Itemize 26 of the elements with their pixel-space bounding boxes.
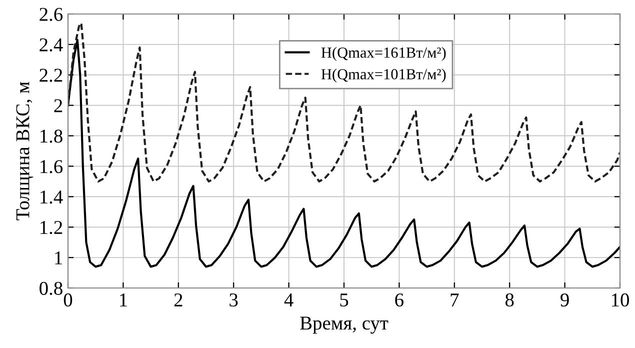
y-tick-label: 0.8: [40, 282, 62, 296]
x-tick-label: 4: [284, 294, 294, 306]
x-tick-label: 6: [395, 293, 404, 307]
x-tick-label: 9: [560, 293, 569, 307]
line-series: [68, 22, 620, 182]
x-tick-label: 10: [612, 293, 629, 307]
x-tick-label: 3: [230, 293, 238, 307]
y-tick-label: 2: [54, 99, 62, 112]
y-tick-label: 1.2: [40, 220, 62, 234]
y-tick-label: 2.6: [40, 8, 63, 22]
y-tick-label: 2.4: [40, 38, 63, 52]
legend-label: H(Qmax=101Вт/м²): [321, 68, 446, 82]
y-tick-label: 1.4: [40, 190, 63, 204]
y-axis-title: Толщина ВКС, м: [16, 82, 34, 220]
y-tick-label: 1.6: [40, 160, 63, 174]
x-tick-label: 8: [505, 293, 514, 307]
x-tick-label: 0: [64, 293, 72, 307]
x-tick-label: 7: [450, 294, 459, 306]
y-tick-label: 2.2: [40, 68, 62, 82]
x-tick-label: 5: [340, 294, 348, 307]
y-tick-label: 1.8: [40, 130, 62, 143]
x-tick-label: 1: [120, 294, 127, 306]
x-tick-label: 2: [174, 293, 182, 306]
legend-label: H(Qmax=161Вт/м²): [321, 47, 446, 61]
y-tick-label: 1: [55, 251, 62, 264]
x-axis-title: Время, сут: [300, 316, 388, 334]
